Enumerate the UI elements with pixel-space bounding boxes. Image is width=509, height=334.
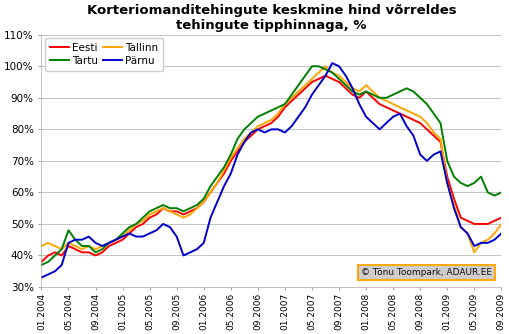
Tallinn xyxy=(38,244,44,248)
Tartu xyxy=(38,263,44,267)
Tartu xyxy=(193,203,200,207)
Legend: Eesti, Tartu, Tallinn, Pärnu: Eesti, Tartu, Tallinn, Pärnu xyxy=(44,38,163,71)
Tartu xyxy=(72,238,78,242)
Eesti xyxy=(193,206,200,210)
Eesti xyxy=(497,216,503,220)
Tallinn xyxy=(491,231,497,235)
Line: Eesti: Eesti xyxy=(41,76,500,262)
Pärnu xyxy=(328,61,334,65)
Tartu xyxy=(187,206,193,210)
Eesti xyxy=(322,74,328,78)
Tallinn xyxy=(497,222,503,226)
Title: Korteriomanditehingute keskmine hind võrreldes
tehingute tipphinnaga, %: Korteriomanditehingute keskmine hind võr… xyxy=(87,4,455,32)
Eesti xyxy=(72,247,78,251)
Tartu xyxy=(491,194,497,198)
Line: Pärnu: Pärnu xyxy=(41,63,500,278)
Eesti xyxy=(38,260,44,264)
Eesti xyxy=(187,209,193,213)
Pärnu xyxy=(126,231,132,235)
Pärnu xyxy=(193,247,200,251)
Text: © Tõnu Toompark, ADAUR.EE: © Tõnu Toompark, ADAUR.EE xyxy=(360,268,491,277)
Tallinn xyxy=(470,250,476,254)
Eesti xyxy=(301,86,307,90)
Line: Tallinn: Tallinn xyxy=(41,66,500,252)
Tallinn xyxy=(396,105,402,109)
Line: Tartu: Tartu xyxy=(41,66,500,265)
Pärnu xyxy=(187,250,193,254)
Tallinn xyxy=(322,64,328,68)
Tallinn xyxy=(126,228,132,232)
Tartu xyxy=(301,74,307,78)
Pärnu xyxy=(497,231,503,235)
Pärnu xyxy=(72,238,78,242)
Tallinn xyxy=(301,83,307,87)
Tartu xyxy=(497,190,503,194)
Pärnu xyxy=(301,105,307,109)
Pärnu xyxy=(38,276,44,280)
Tallinn xyxy=(72,244,78,248)
Tallinn xyxy=(112,238,119,242)
Tartu xyxy=(126,225,132,229)
Eesti xyxy=(126,231,132,235)
Eesti xyxy=(491,219,497,223)
Pärnu xyxy=(491,238,497,242)
Tartu xyxy=(308,64,315,68)
